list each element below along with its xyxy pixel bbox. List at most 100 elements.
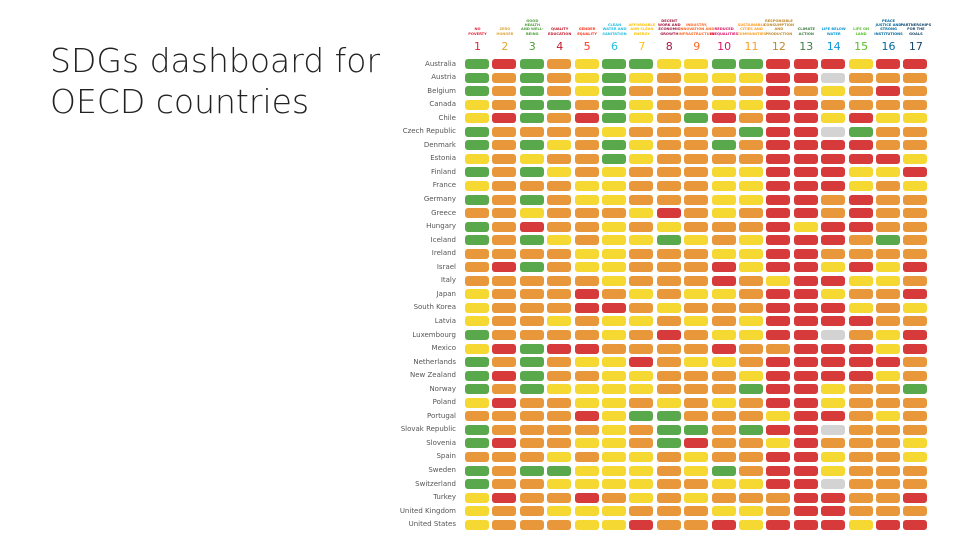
sdg-cell xyxy=(711,519,736,530)
sdg-cell xyxy=(492,167,517,178)
sdg-cell xyxy=(876,330,900,340)
sdg-cell xyxy=(492,411,517,422)
sdg-cell xyxy=(739,506,763,517)
sdg-cell xyxy=(821,221,846,232)
sdg-cell xyxy=(711,275,736,286)
sdg-cell xyxy=(684,424,709,435)
sdg-cell xyxy=(739,140,763,151)
sdg-cell xyxy=(574,126,599,137)
sdg-cell xyxy=(793,208,818,219)
sdg-cell xyxy=(903,302,928,313)
sdg-cell xyxy=(793,519,818,530)
sdg-cell xyxy=(739,343,763,354)
sdg-cell xyxy=(574,424,599,435)
sdg-cell xyxy=(739,248,763,259)
country-label: Ireland xyxy=(431,249,456,258)
sdg-cell xyxy=(684,72,709,83)
sdg-cell xyxy=(602,208,626,219)
sdg-cell xyxy=(684,451,709,462)
sdg-cell xyxy=(656,59,681,69)
sdg-cell xyxy=(876,370,900,381)
sdg-cell xyxy=(903,330,928,340)
sdg-cell xyxy=(684,357,709,368)
sdg-cell xyxy=(465,113,489,124)
sdg-cell xyxy=(684,330,709,340)
sdg-cell xyxy=(739,289,763,300)
country-label: Greece xyxy=(431,208,456,217)
sdg-cell xyxy=(848,316,873,327)
sdg-cell xyxy=(684,302,709,313)
sdg-cell xyxy=(602,424,626,435)
sdg-cell xyxy=(684,465,709,476)
sdg-cell xyxy=(876,275,900,286)
sdg-cell xyxy=(766,59,791,69)
sdg-cell xyxy=(903,519,928,530)
sdg-cell xyxy=(821,275,846,286)
sdg-cell xyxy=(876,221,900,232)
sdg-cell xyxy=(766,153,791,164)
goal-number-2: 2 xyxy=(501,40,509,53)
sdg-cell xyxy=(876,479,900,490)
sdg-cell xyxy=(903,451,928,462)
sdg-cell xyxy=(848,248,873,259)
sdg-cell xyxy=(602,384,626,395)
sdg-cell xyxy=(821,180,846,191)
sdg-cell xyxy=(602,343,626,354)
sdg-cell xyxy=(848,99,873,110)
sdg-cell xyxy=(684,289,709,300)
sdg-cell xyxy=(739,465,763,476)
sdg-cell xyxy=(547,275,572,286)
sdg-cell xyxy=(574,221,599,232)
sdg-cell xyxy=(629,330,654,340)
sdg-cell xyxy=(766,438,791,449)
sdg-cell xyxy=(602,330,626,340)
sdg-cell xyxy=(876,397,900,408)
goal-header-13: CLIMATE ACTION xyxy=(797,27,815,36)
sdg-cell xyxy=(903,126,928,137)
sdg-cell xyxy=(602,316,626,327)
sdg-cell xyxy=(547,479,572,490)
sdg-cell xyxy=(903,506,928,517)
sdg-cell xyxy=(821,86,846,97)
sdg-cell xyxy=(492,262,517,273)
country-label: Israel xyxy=(436,262,456,271)
sdg-cell xyxy=(821,235,846,246)
sdg-cell xyxy=(492,384,517,395)
sdg-cell xyxy=(602,235,626,246)
sdg-cell xyxy=(821,343,846,354)
goal-header-17: PARTNERSHIPS FOR THE GOALS xyxy=(900,23,932,36)
sdg-cell xyxy=(821,370,846,381)
goal-number-14: 14 xyxy=(826,40,841,53)
sdg-cell xyxy=(903,357,928,368)
sdg-cell xyxy=(465,248,489,259)
sdg-cell xyxy=(602,302,626,313)
sdg-cell xyxy=(574,289,599,300)
sdg-cell xyxy=(848,451,873,462)
sdg-cell xyxy=(547,221,572,232)
sdg-cell xyxy=(656,262,681,273)
goal-header-15: LIFE ON LAND xyxy=(853,27,870,36)
sdg-cell xyxy=(465,506,489,517)
sdg-cell xyxy=(793,506,818,517)
sdg-cell xyxy=(711,86,736,97)
sdg-cell xyxy=(739,492,763,503)
goal-header-8: DECENT WORK AND ECONOMIC GROWTH xyxy=(657,18,681,36)
sdg-cell xyxy=(739,126,763,137)
sdg-cell xyxy=(519,451,544,462)
sdg-cell xyxy=(739,370,763,381)
sdg-cell xyxy=(903,411,928,422)
sdg-cell xyxy=(602,86,626,97)
sdg-cell xyxy=(903,492,928,503)
sdg-cell xyxy=(684,519,709,530)
sdg-cell xyxy=(629,153,654,164)
sdg-cell xyxy=(766,221,791,232)
sdg-cell xyxy=(903,72,928,83)
goal-header-7: AFFORDABLE AND CLEAN ENERGY xyxy=(628,23,656,36)
sdg-cell xyxy=(602,153,626,164)
sdg-cell xyxy=(766,384,791,395)
sdg-cell xyxy=(684,479,709,490)
sdg-cell xyxy=(629,492,654,503)
sdg-cell xyxy=(519,302,544,313)
sdg-cell xyxy=(684,194,709,205)
sdg-cell xyxy=(711,302,736,313)
